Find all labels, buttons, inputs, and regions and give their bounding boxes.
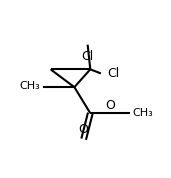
Text: O: O — [79, 124, 89, 137]
Text: CH₃: CH₃ — [133, 108, 153, 118]
Text: O: O — [105, 99, 115, 112]
Text: CH₃: CH₃ — [20, 81, 41, 91]
Text: Cl: Cl — [82, 50, 94, 63]
Text: Cl: Cl — [108, 67, 120, 80]
